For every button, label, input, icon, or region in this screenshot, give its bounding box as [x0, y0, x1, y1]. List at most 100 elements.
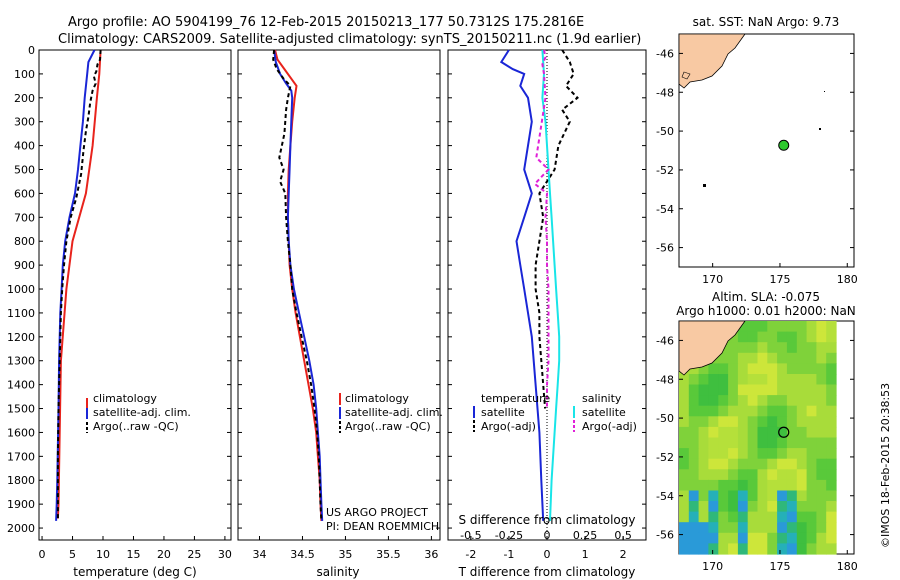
sla-cell	[688, 479, 700, 492]
sla-cell	[747, 384, 759, 396]
sla-cell	[698, 426, 709, 439]
sla-map: Altim. SLA: -0.075 Argo h1000: 0.01 h200…	[656, 290, 858, 573]
sla-cell	[796, 532, 808, 544]
sla-cell	[826, 331, 837, 343]
depth-tick-label: 100	[14, 68, 35, 81]
sla-cell	[826, 532, 837, 544]
s-difference-axis: -0.5 -0.25 0 0.25 0.5	[460, 529, 632, 542]
temperature-x-axis: 0 5 10 15 20 25 30	[39, 536, 232, 561]
sla-cell	[786, 405, 798, 417]
sla-cell	[747, 416, 759, 428]
lat-tick-label: -52	[656, 164, 674, 177]
lat-tick-label: -50	[656, 125, 674, 138]
sla-cell	[747, 363, 759, 375]
sla-cell	[816, 448, 827, 460]
sla-cell	[747, 543, 759, 555]
sla-cell	[777, 437, 788, 449]
sla-cell	[747, 490, 759, 502]
depth-tick-label: 300	[14, 116, 35, 129]
lat-tick-label: -56	[656, 242, 674, 255]
sla-cell	[718, 479, 729, 492]
lon-tick-label: 175	[769, 560, 790, 573]
sla-map-title1: Altim. SLA: -0.075	[712, 290, 820, 304]
sla-cell	[786, 469, 798, 481]
legend-argo-label: Argo(..raw -QC)	[345, 420, 431, 433]
sla-cell	[688, 511, 700, 523]
sla-cell	[708, 490, 719, 502]
sla-cell	[767, 374, 778, 386]
sla-cell	[757, 384, 768, 396]
lon-tick-label: 180	[837, 560, 858, 573]
sla-cell	[688, 426, 700, 439]
x-tick-label: -1	[503, 548, 514, 561]
sla-cell	[679, 426, 690, 439]
sla-cell	[786, 426, 798, 439]
lat-tick-label: -54	[656, 490, 674, 503]
x-tick-label: 5	[69, 548, 76, 561]
difference-axes-frame	[447, 49, 647, 541]
sla-cell	[728, 384, 739, 396]
sla-cell	[698, 479, 709, 492]
sla-cell	[737, 321, 749, 333]
sla-cell	[777, 532, 788, 544]
sla-cell	[826, 511, 837, 523]
sla-cell	[679, 437, 690, 449]
sla-cell	[718, 543, 729, 555]
sla-cell	[737, 384, 749, 396]
depth-tick-label: 400	[14, 140, 35, 153]
project-line1: US ARGO PROJECT	[326, 506, 428, 519]
lat-tick-label: -56	[656, 529, 674, 542]
sla-cell	[786, 501, 798, 513]
sla-cell	[718, 458, 729, 470]
sla-cell	[679, 416, 690, 428]
sla-cell	[816, 363, 827, 375]
x-tick-label: 25	[187, 548, 201, 561]
sla-cell	[728, 331, 739, 343]
sla-cell	[767, 405, 778, 417]
series-line	[56, 49, 102, 519]
sla-cell	[757, 522, 768, 534]
sla-cell	[786, 352, 798, 364]
sla-cell	[806, 469, 817, 481]
lat-tick-label: -48	[656, 86, 674, 99]
sla-cell	[708, 532, 719, 544]
sla-cell	[747, 501, 759, 513]
sla-cell	[757, 501, 768, 513]
sla-cell	[777, 416, 788, 428]
sla-cell	[757, 511, 768, 523]
sla-cell	[728, 374, 739, 386]
x-tick-label: -2	[465, 548, 476, 561]
sla-cell	[757, 426, 768, 439]
sla-cell	[737, 437, 749, 449]
sla-cell	[816, 352, 827, 364]
sla-cell	[698, 532, 709, 544]
sla-cell	[718, 448, 729, 460]
sla-cell	[816, 342, 827, 354]
sla-cell	[757, 342, 768, 354]
sla-cell	[767, 469, 778, 481]
sla-cell	[737, 342, 749, 354]
sla-cell	[796, 458, 808, 470]
sla-cell	[718, 352, 729, 364]
sla-cell	[718, 426, 729, 439]
sla-cell	[826, 426, 837, 439]
sla-cell	[698, 437, 709, 449]
sla-cell	[767, 395, 778, 407]
sla-cell	[688, 522, 700, 534]
sla-cell	[688, 405, 700, 417]
sla-cell	[688, 384, 700, 396]
sla-cell	[747, 479, 759, 492]
sla-cell	[698, 448, 709, 460]
sla-cell	[708, 416, 719, 428]
sla-cell	[786, 416, 798, 428]
depth-tick-label: 500	[14, 164, 35, 177]
sla-cell	[757, 448, 768, 460]
sla-cell	[728, 501, 739, 513]
difference-legend: temperature satellite Argo(-adj) salinit…	[473, 392, 637, 433]
sla-cell	[728, 426, 739, 439]
salinity-x-axis: 34 34.5 35 35.5 36	[252, 536, 438, 561]
sla-cell	[688, 416, 700, 428]
depth-tick-label: 1000	[7, 283, 35, 296]
sla-cell	[796, 342, 808, 354]
